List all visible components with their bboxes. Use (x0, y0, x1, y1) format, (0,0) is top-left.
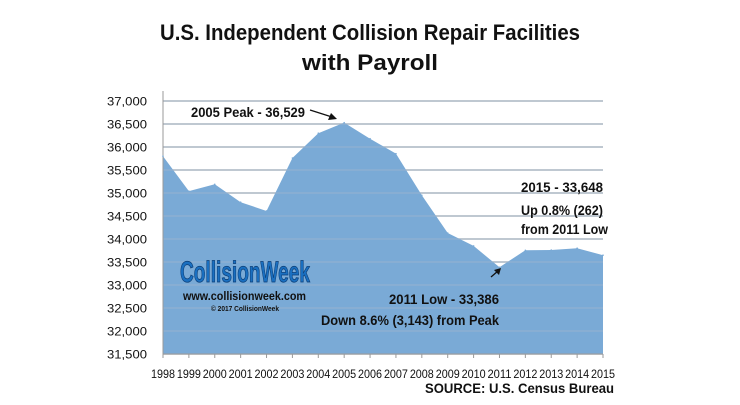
x-tick-label: 1999 (177, 367, 201, 381)
logo-url: www.collisionweek.com (182, 291, 306, 303)
data-point (317, 132, 320, 134)
x-tick-label: 1998 (151, 367, 175, 381)
y-tick-label: 35,000 (107, 187, 147, 201)
y-tick-label: 36,500 (107, 118, 147, 132)
data-point (265, 210, 268, 212)
y-tick-label: 32,000 (107, 325, 147, 339)
x-tick-label: 2009 (436, 367, 460, 381)
data-point (369, 137, 371, 140)
chart-title-line2: with Payroll (301, 50, 438, 75)
data-point (291, 157, 294, 159)
logo-copyright: © 2017 CollisionWeek (211, 305, 279, 313)
data-point (576, 247, 578, 249)
y-tick-label: 36,000 (107, 141, 147, 155)
y-tick-labels: 31,500 32,000 32,500 33,000 33,500 34,000 34,5… (107, 95, 147, 362)
x-tick-label: 2000 (203, 367, 227, 381)
source-note: SOURCE: U.S. Census Bureau (425, 381, 614, 396)
data-point (421, 194, 423, 197)
y-tick-label: 33,500 (107, 256, 147, 270)
x-tick-label: 2003 (280, 367, 304, 381)
annotation-low-line1: 2011 Low - 33,386 (389, 292, 499, 307)
x-tick-label: 2015 (591, 367, 615, 381)
annotation-low-line2: Down 8.6% (3,143) from Peak (321, 313, 499, 328)
y-tick-label: 33,000 (107, 279, 147, 293)
arrow-low-icon (490, 268, 501, 278)
x-tick-label: 2013 (539, 367, 563, 381)
y-tick-label: 35,500 (107, 164, 147, 178)
x-tick-label: 2011 (487, 367, 511, 381)
x-tick-label: 2005 (332, 367, 356, 381)
data-point (343, 121, 345, 124)
arrow-peak-icon (309, 109, 337, 120)
x-tick-label: 2012 (513, 367, 537, 381)
y-tick-label: 34,500 (107, 210, 147, 224)
chart-title-line1: U.S. Independent Collision Repair Facili… (160, 20, 580, 45)
x-tick-label: 2001 (229, 367, 253, 381)
x-tick-label: 2007 (384, 367, 408, 381)
axes (162, 91, 604, 358)
x-tick-label: 2010 (462, 367, 486, 381)
data-point (395, 152, 397, 155)
x-tick-label: 2002 (255, 367, 279, 381)
data-point (472, 245, 475, 247)
data-point (498, 266, 501, 269)
data-point (550, 249, 553, 251)
data-point (524, 249, 527, 252)
x-tick-labels: 1998 1999 2000 2001 2002 2003 2004 2005 2006 2007… (151, 367, 615, 381)
y-tick-label: 37,000 (107, 95, 147, 109)
y-tick-label: 34,000 (107, 233, 147, 247)
x-tick-label: 2008 (410, 367, 434, 381)
data-point (446, 232, 449, 234)
data-point (602, 254, 604, 256)
data-point (213, 183, 216, 186)
data-point (239, 201, 242, 203)
y-tick-label: 32,500 (107, 302, 147, 316)
y-tick-label: 31,500 (107, 348, 147, 362)
annotation-2015-line3: from 2011 Low (521, 222, 608, 237)
annotation-peak: 2005 Peak - 36,529 (191, 105, 305, 120)
area-series (163, 122, 603, 354)
x-tick-label: 2006 (358, 367, 382, 381)
data-point (188, 190, 190, 192)
collisionweek-logo: CollisionWeek (180, 256, 310, 289)
annotation-2015-line1: 2015 - 33,648 (521, 180, 603, 195)
x-tick-label: 2004 (306, 367, 330, 381)
annotation-2015-line2: Up 0.8% (262) (521, 203, 603, 218)
x-tick-label: 2014 (565, 367, 589, 381)
data-point (162, 155, 164, 157)
